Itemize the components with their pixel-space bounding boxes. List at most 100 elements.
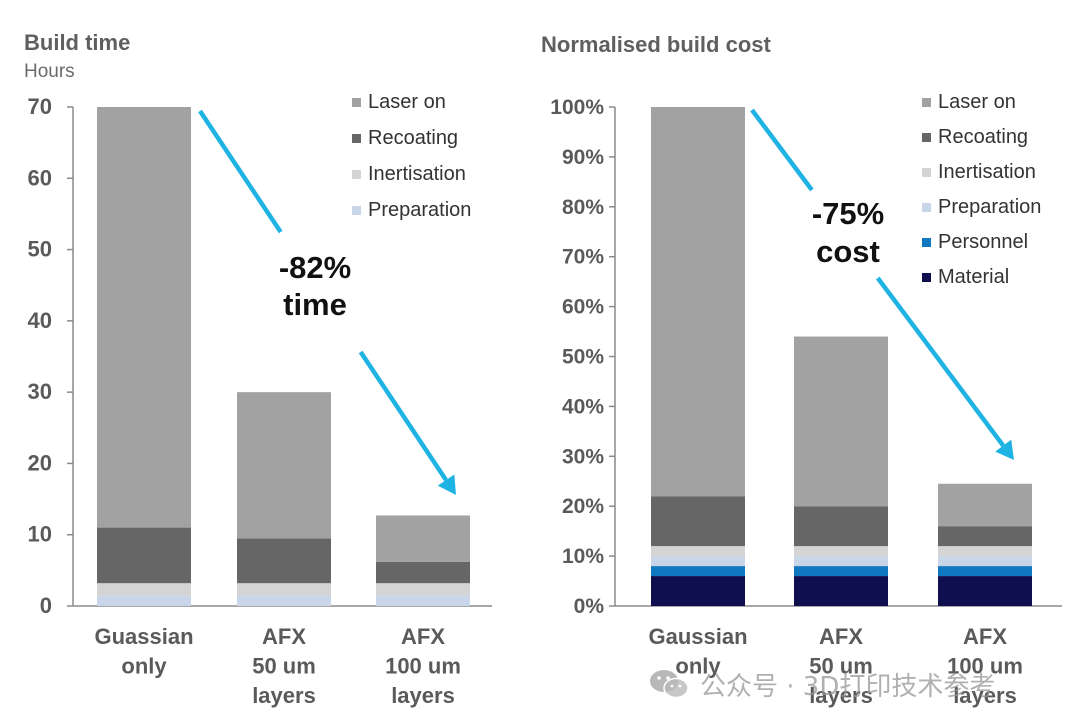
x-category-label-line: AFX [262, 624, 306, 649]
legend-swatch [352, 206, 361, 215]
chart-title: Normalised build cost [541, 32, 771, 57]
bar-segment-laser-on [794, 336, 888, 507]
annotation-arrow-head [437, 474, 456, 495]
x-category-label-line: layers [809, 683, 873, 708]
bar-segment-preparation [651, 556, 745, 567]
y-tick-label: 70 [28, 94, 52, 119]
annotation-arrow-shaft [875, 276, 1006, 447]
bar-segment-recoating [376, 561, 470, 584]
bar-segment-inertisation [237, 583, 331, 596]
bar-segment-preparation [376, 595, 470, 606]
x-category-label-line: layers [252, 683, 316, 708]
bar-segment-recoating [938, 526, 1032, 547]
bar-segment-laser-on [651, 107, 745, 497]
legend-swatch [922, 98, 931, 107]
x-category-label-line: layers [953, 683, 1017, 708]
y-tick-label: 20 [28, 450, 52, 475]
legend-swatch [352, 134, 361, 143]
bar-segment-laser-on [97, 107, 191, 528]
annotation-arrow-head [995, 439, 1014, 460]
y-tick-label: 70% [562, 246, 604, 269]
bar-segment-laser-on [938, 483, 1032, 527]
legend-swatch [352, 170, 361, 179]
x-category-label: AFX 50 um layers [252, 624, 316, 708]
x-category-label-line: 100 um [385, 654, 461, 679]
bar-segment-material [794, 576, 888, 606]
annotation-text: -82% [279, 250, 351, 285]
legend-label: Personnel [938, 231, 1028, 253]
build-time-chart: Build time Hours 0 10 20 30 40 50 60 70 Guassian on… [24, 30, 492, 708]
bar-segment-personnel [938, 566, 1032, 577]
x-category-label-line: 50 um [252, 654, 316, 679]
y-tick-label: 100% [550, 96, 604, 119]
y-tick-label: 40 [28, 308, 52, 333]
bar-segment-preparation [97, 595, 191, 606]
annotation-arrow-shaft [198, 109, 283, 234]
bar-segment-laser-on [237, 392, 331, 539]
bar-segment-personnel [651, 566, 745, 577]
x-category-label-line: only [121, 654, 167, 679]
bar-segment-material [938, 576, 1032, 606]
x-category-label-line: layers [391, 683, 455, 708]
annotation-arrow-shaft [358, 350, 448, 482]
y-tick-label: 80% [562, 196, 604, 219]
bar-segment-recoating [794, 506, 888, 547]
legend-label: Material [938, 266, 1009, 288]
bar-segment-recoating [651, 496, 745, 547]
y-tick-label: 20% [562, 495, 604, 518]
annotation-text: time [283, 287, 347, 322]
annotation-text: cost [816, 234, 880, 269]
x-category-label: AFX 100 um layers [947, 624, 1023, 708]
annotation-arrow-shaft [750, 108, 814, 192]
x-category-label: AFX 50 um layers [809, 624, 873, 708]
x-category-label-line: AFX [963, 624, 1007, 649]
y-tick-label: 90% [562, 146, 604, 169]
x-category-label-line: Gaussian [648, 624, 747, 649]
legend-label: Preparation [368, 199, 471, 221]
y-tick-label: 50% [562, 346, 604, 369]
bar-segment-laser-on [376, 515, 470, 562]
y-tick-label: 30% [562, 445, 604, 468]
legend-label: Recoating [368, 127, 458, 149]
legend-label: Inertisation [368, 163, 466, 185]
chart-subtitle: Hours [24, 61, 75, 82]
bar-segment-inertisation [794, 546, 888, 557]
x-category-label-line: only [675, 654, 721, 679]
bar-segment-inertisation [97, 583, 191, 596]
legend-swatch [922, 238, 931, 247]
legend-label: Recoating [938, 126, 1028, 148]
y-tick-label: 60 [28, 165, 52, 190]
x-category-label: Gaussian only [648, 624, 747, 679]
chart-title: Build time [24, 30, 130, 55]
bar-segment-personnel [794, 566, 888, 577]
bar-segment-preparation [794, 556, 888, 567]
x-category-label: Guassian only [94, 624, 193, 679]
y-tick-label: 60% [562, 296, 604, 319]
x-category-label-line: AFX [401, 624, 445, 649]
legend-label: Laser on [368, 91, 446, 113]
legend-swatch [352, 98, 361, 107]
y-tick-label: 0% [574, 595, 605, 618]
legend-swatch [922, 273, 931, 282]
y-tick-label: 50 [28, 237, 52, 262]
bar-segment-inertisation [938, 546, 1032, 557]
legend-swatch [922, 168, 931, 177]
legend-label: Laser on [938, 91, 1016, 113]
y-tick-label: 0 [40, 593, 52, 618]
bar-segment-inertisation [376, 583, 470, 596]
legend-label: Preparation [938, 196, 1041, 218]
legend-label: Inertisation [938, 161, 1036, 183]
y-tick-label: 10 [28, 522, 52, 547]
x-category-label-line: Guassian [94, 624, 193, 649]
bar-segment-material [651, 576, 745, 606]
x-category-label-line: AFX [819, 624, 863, 649]
bar-segment-recoating [237, 538, 331, 584]
y-tick-label: 40% [562, 395, 604, 418]
x-category-label-line: 100 um [947, 654, 1023, 679]
build-cost-chart: Normalised build cost 0% 10% 20% 30% 40% 50% 60… [541, 32, 1062, 708]
annotation-text: -75% [812, 196, 884, 231]
x-category-label-line: 50 um [809, 654, 873, 679]
bar-segment-preparation [938, 556, 1032, 567]
y-tick-label: 30 [28, 379, 52, 404]
